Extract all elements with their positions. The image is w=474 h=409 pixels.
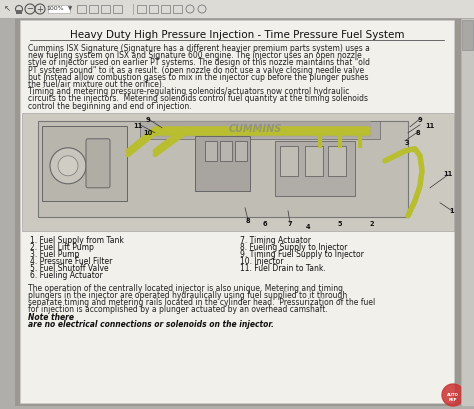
Text: 5: 5 (338, 221, 342, 227)
Text: the fuel/air mixture out the orifice).: the fuel/air mixture out the orifice). (28, 80, 164, 89)
FancyBboxPatch shape (22, 113, 454, 231)
Text: CUMMINS: CUMMINS (228, 124, 282, 134)
Text: 1: 1 (450, 208, 454, 214)
Text: 4: 4 (306, 224, 310, 230)
FancyBboxPatch shape (275, 141, 355, 196)
Text: 6. Fueling Actuator: 6. Fueling Actuator (30, 271, 103, 280)
FancyBboxPatch shape (38, 121, 408, 217)
Text: for injection is accomplished by a plunger actuated by an overhead camshaft.: for injection is accomplished by a plung… (28, 306, 332, 315)
Text: 11: 11 (443, 171, 453, 177)
Text: 7. Timing Actuator: 7. Timing Actuator (240, 236, 311, 245)
Text: Note there: Note there (28, 312, 74, 321)
Circle shape (442, 384, 464, 406)
Text: 10. Injector: 10. Injector (240, 257, 283, 266)
Text: new fueling system on ISX and Signature 600 engine. The injector uses an open no: new fueling system on ISX and Signature … (28, 51, 362, 60)
Text: 9. Timing Fuel Supply to Injector: 9. Timing Fuel Supply to Injector (240, 250, 364, 259)
Text: style of injector used on earlier PT systems. The design of this nozzle maintain: style of injector used on earlier PT sys… (28, 58, 370, 67)
Text: 10: 10 (143, 130, 153, 136)
Circle shape (50, 148, 86, 184)
Text: 8: 8 (246, 218, 250, 224)
FancyBboxPatch shape (0, 0, 474, 18)
Polygon shape (155, 121, 370, 136)
Text: The operation of the centrally located injector is also unique. Metering and tim: The operation of the centrally located i… (28, 284, 343, 293)
FancyBboxPatch shape (328, 146, 346, 176)
FancyBboxPatch shape (20, 20, 454, 403)
Text: 11: 11 (133, 123, 143, 129)
Text: 8. Fueling Supply to Injector: 8. Fueling Supply to Injector (240, 243, 347, 252)
Text: 1. Fuel Supply from Tank: 1. Fuel Supply from Tank (30, 236, 124, 245)
Text: −: − (27, 4, 34, 13)
Text: REP: REP (449, 398, 457, 402)
Text: AUTO: AUTO (447, 393, 459, 397)
Text: circuits to the injectors.  Metering solenoids control fuel quantity at the timi: circuits to the injectors. Metering sole… (28, 94, 368, 103)
Text: 9: 9 (418, 117, 422, 123)
Text: Heavy Duty High Pressure Injection - Time Pressure Fuel System: Heavy Duty High Pressure Injection - Tim… (70, 30, 404, 40)
Text: separate timing and metering rails located in the cylinder head.  Pressurization: separate timing and metering rails locat… (28, 298, 375, 307)
FancyBboxPatch shape (461, 18, 474, 406)
FancyBboxPatch shape (15, 18, 461, 406)
Text: 100%: 100% (46, 7, 64, 11)
Text: 11: 11 (425, 123, 435, 129)
Text: +: + (36, 4, 44, 13)
Text: 2: 2 (370, 221, 374, 227)
Text: 11. Fuel Drain to Tank.: 11. Fuel Drain to Tank. (240, 264, 326, 273)
FancyBboxPatch shape (140, 121, 380, 139)
Text: 4. Pressure Fuel Filter: 4. Pressure Fuel Filter (30, 257, 112, 266)
Text: 5. Fuel Shutoff Valve: 5. Fuel Shutoff Valve (30, 264, 109, 273)
FancyBboxPatch shape (42, 126, 127, 201)
Text: ▼: ▼ (68, 7, 72, 11)
Text: but instead allow combustion gases to mix in the injector cup before the plunger: but instead allow combustion gases to mi… (28, 73, 368, 82)
Text: 9: 9 (146, 117, 150, 123)
FancyBboxPatch shape (48, 5, 70, 13)
FancyBboxPatch shape (280, 146, 298, 176)
Text: 3. Fuel Pump: 3. Fuel Pump (30, 250, 79, 259)
FancyBboxPatch shape (86, 139, 110, 188)
Text: 7: 7 (288, 221, 292, 227)
FancyBboxPatch shape (305, 146, 323, 176)
Text: 6: 6 (263, 221, 267, 227)
Text: 8: 8 (416, 130, 420, 136)
Text: plungers in the injector are operated hydraulically using fuel supplied to it th: plungers in the injector are operated hy… (28, 291, 347, 300)
Text: control the beginning and end of injection.: control the beginning and end of injecti… (28, 101, 191, 110)
FancyBboxPatch shape (220, 141, 232, 161)
Text: 2. Fuel Lift Pump: 2. Fuel Lift Pump (30, 243, 94, 252)
FancyBboxPatch shape (205, 141, 217, 161)
FancyBboxPatch shape (16, 10, 22, 14)
Text: PT system sound" to it as a result. (open nozzle do not use a valve closing need: PT system sound" to it as a result. (ope… (28, 65, 364, 74)
Text: Cummins ISX Signature (Signature has a different heavier premium parts system) u: Cummins ISX Signature (Signature has a d… (28, 44, 370, 53)
Circle shape (58, 156, 78, 176)
Text: are no electrical connections or solenoids on the injector.: are no electrical connections or solenoi… (28, 320, 274, 329)
FancyBboxPatch shape (462, 20, 473, 50)
FancyBboxPatch shape (235, 141, 247, 161)
FancyBboxPatch shape (195, 136, 250, 191)
Text: ↖: ↖ (3, 4, 10, 13)
Text: Timing and metering pressure-regulating solenoids/actuators now control hydrauli: Timing and metering pressure-regulating … (28, 87, 349, 96)
Text: 3: 3 (405, 140, 410, 146)
